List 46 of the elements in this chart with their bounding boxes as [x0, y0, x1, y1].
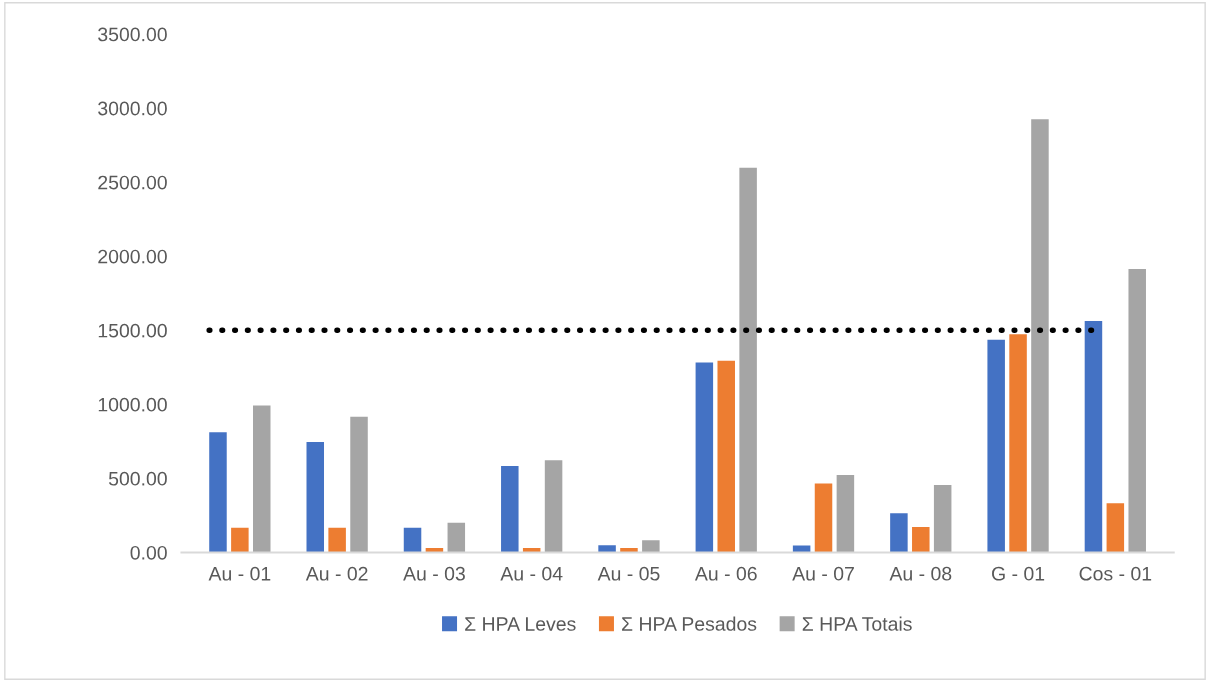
legend-label: Σ HPA Leves	[465, 617, 576, 631]
bar	[814, 483, 833, 553]
bar	[328, 527, 346, 553]
y-tick-label: 1000.00	[98, 397, 167, 412]
bar	[209, 432, 227, 553]
x-tick-label: G - 01	[992, 566, 1045, 581]
legend-label: Σ HPA Pesados	[622, 616, 757, 631]
x-tick-label: Au - 06	[694, 566, 757, 581]
bar	[1031, 119, 1049, 553]
y-tick-label: 2000.00	[98, 249, 167, 264]
bar	[350, 416, 368, 553]
bar	[501, 465, 519, 553]
x-tick-label: Au - 04	[500, 566, 563, 581]
x-tick-label: Cos - 01	[1079, 566, 1152, 581]
bar	[544, 460, 563, 553]
bar	[403, 527, 422, 553]
x-tick-label: Au - 01	[208, 566, 271, 581]
y-tick-label: 1500.00	[98, 323, 167, 338]
bar	[717, 360, 735, 553]
x-tick-label: Au - 05	[597, 566, 660, 581]
bar	[1009, 334, 1027, 553]
y-tick-label: 3500.00	[98, 27, 167, 42]
bar	[447, 522, 466, 553]
y-tick-label: 0.00	[130, 545, 167, 560]
x-tick-label: Au - 08	[889, 566, 952, 581]
bar	[836, 475, 855, 553]
bar	[987, 339, 1005, 553]
bar	[912, 527, 930, 553]
bar	[253, 405, 271, 553]
bar	[1084, 321, 1103, 553]
bar	[739, 167, 757, 553]
bar	[231, 527, 249, 553]
x-tick-label: Au - 03	[403, 566, 465, 581]
x-tick-label: Au - 02	[305, 566, 368, 581]
x-tick-label: Au - 07	[792, 566, 854, 581]
legend-label: Σ HPA Totais	[802, 616, 912, 631]
bar	[1106, 503, 1125, 553]
bar	[306, 442, 325, 553]
y-tick-label: 500.00	[108, 471, 167, 486]
bar	[695, 362, 714, 553]
bar	[890, 513, 908, 553]
bar	[642, 540, 660, 553]
bar	[933, 485, 952, 553]
y-tick-label: 3000.00	[98, 101, 167, 116]
y-tick-label: 2500.00	[98, 175, 167, 190]
bar	[1128, 269, 1146, 553]
